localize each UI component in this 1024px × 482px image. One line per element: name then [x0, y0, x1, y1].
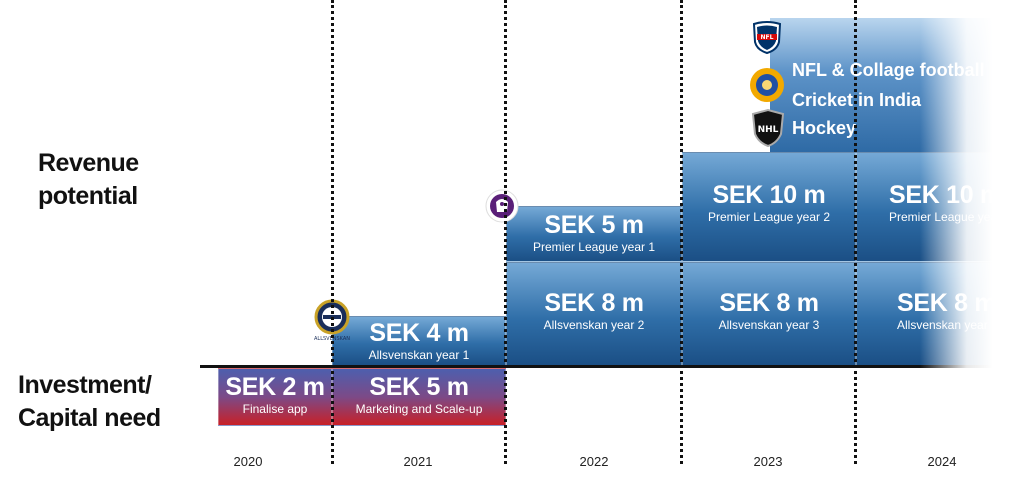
revenue-block-2021-allsvenskan: SEK 4 m Allsvenskan year 1: [332, 316, 506, 366]
revenue-block-2022-premier: SEK 5 m Premier League year 1: [506, 206, 682, 262]
description: Premier League year 1: [532, 240, 656, 254]
year-separator-2021-2022: [504, 0, 507, 464]
description: Allsvenskan year 3: [718, 318, 820, 332]
amount: SEK 8 m: [719, 289, 819, 317]
year-label-2020: 2020: [233, 454, 263, 469]
amount: SEK 8 m: [544, 289, 644, 317]
description: Premier League year 2: [707, 210, 831, 224]
amount: SEK 4 m: [369, 319, 469, 347]
nfl-logo-text: NFL: [761, 34, 774, 41]
year-label-2024: 2024: [927, 454, 957, 469]
description: Allsvenskan year 2: [543, 318, 645, 332]
nhl-shield-icon: NHL: [750, 108, 786, 153]
amount: SEK 5 m: [544, 211, 644, 239]
investment-label: Investment/ Capital need: [18, 369, 161, 435]
year-separator-2022-2023: [680, 0, 683, 464]
description: Allsvenskan year 1: [368, 348, 470, 362]
revenue-label-line1: Revenue: [38, 149, 139, 177]
amount: SEK 10 m: [712, 181, 826, 209]
year-separator-2020-2021: [331, 0, 334, 464]
description: Marketing and Scale-up: [355, 402, 483, 416]
year-label-2022: 2022: [579, 454, 609, 469]
revenue-potential-label: Revenue potential: [38, 147, 139, 213]
sport-hockey-label: Hockey: [792, 118, 857, 138]
nhl-logo-text: NHL: [758, 125, 779, 135]
year-label-2021: 2021: [403, 454, 433, 469]
year-separator-2023-2024: [854, 0, 857, 464]
cricket-bcci-icon: [748, 66, 786, 109]
description: Finalise app: [242, 402, 308, 416]
amount: SEK 5 m: [369, 373, 469, 401]
year-label-2023: 2023: [753, 454, 783, 469]
investment-block-2020: SEK 2 m Finalise app: [218, 368, 332, 426]
premier-league-lion-icon: [484, 188, 520, 229]
nfl-shield-icon: NFL: [752, 20, 782, 59]
investment-label-line1: Investment/: [18, 371, 152, 399]
amount: SEK 2 m: [225, 373, 325, 401]
revenue-block-2022-allsvenskan: SEK 8 m Allsvenskan year 2: [506, 262, 682, 366]
revenue-block-2023-allsvenskan: SEK 8 m Allsvenskan year 3: [682, 262, 856, 366]
investment-block-2021: SEK 5 m Marketing and Scale-up: [332, 368, 506, 426]
revenue-block-2023-premier: SEK 10 m Premier League year 2: [682, 152, 856, 262]
baseline-axis: [200, 365, 1000, 368]
right-edge-fade: [920, 0, 1024, 482]
revenue-label-line2: potential: [38, 182, 138, 210]
investment-label-line2: Capital need: [18, 404, 161, 432]
